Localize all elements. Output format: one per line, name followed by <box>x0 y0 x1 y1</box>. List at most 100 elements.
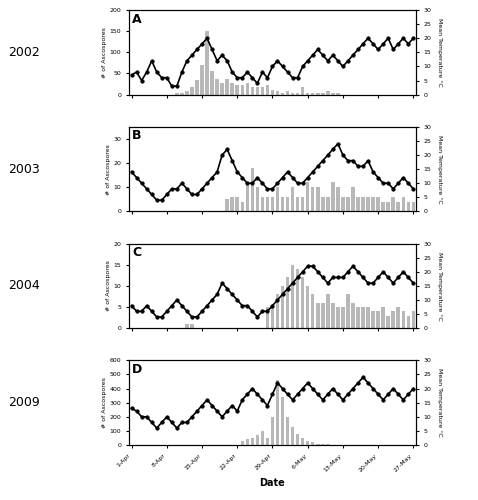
Bar <box>346 197 350 212</box>
Bar <box>271 417 274 445</box>
Bar <box>326 197 329 212</box>
Bar <box>376 197 380 212</box>
Bar <box>226 200 229 211</box>
Bar <box>321 303 325 328</box>
Bar <box>402 312 405 328</box>
Bar <box>250 438 254 445</box>
Bar <box>185 91 189 94</box>
Bar <box>301 278 304 328</box>
Bar <box>266 307 269 328</box>
Text: A: A <box>132 12 141 26</box>
Bar <box>286 91 289 94</box>
Y-axis label: # of Ascospores: # of Ascospores <box>106 144 111 194</box>
Bar <box>256 435 259 445</box>
Bar <box>351 303 355 328</box>
Bar <box>396 307 400 328</box>
Bar <box>391 197 395 212</box>
Bar <box>266 86 269 94</box>
Bar <box>291 426 294 445</box>
Bar <box>240 86 244 94</box>
Bar <box>301 87 304 94</box>
Bar <box>371 312 375 328</box>
Text: D: D <box>132 363 142 376</box>
Bar <box>371 197 375 212</box>
Bar <box>271 90 274 94</box>
Bar <box>276 187 279 212</box>
Bar <box>261 87 264 94</box>
Bar <box>195 80 199 94</box>
Bar <box>291 93 294 94</box>
Bar <box>376 312 380 328</box>
Bar <box>236 86 239 94</box>
Bar <box>331 93 335 94</box>
Y-axis label: # of Ascospores: # of Ascospores <box>102 27 107 78</box>
Bar <box>326 294 329 328</box>
Bar <box>336 187 340 212</box>
Bar <box>321 444 325 445</box>
Bar <box>230 83 234 94</box>
Y-axis label: # of Ascospores: # of Ascospores <box>102 377 107 428</box>
Bar <box>266 197 269 212</box>
Bar <box>306 182 309 212</box>
Bar <box>311 187 315 212</box>
Bar <box>216 78 219 94</box>
Bar <box>205 31 209 94</box>
Bar <box>402 197 405 212</box>
Bar <box>311 294 315 328</box>
Bar <box>281 93 284 94</box>
Bar <box>226 78 229 94</box>
Bar <box>321 93 325 94</box>
Bar <box>321 197 325 212</box>
Bar <box>236 197 239 212</box>
Bar <box>306 93 309 94</box>
Bar <box>396 202 400 211</box>
Bar <box>250 168 254 212</box>
Bar <box>351 187 355 212</box>
Bar <box>386 202 390 211</box>
Bar <box>356 197 360 212</box>
Text: C: C <box>132 246 141 259</box>
Bar <box>331 303 335 328</box>
Bar <box>246 83 249 94</box>
Bar <box>200 65 204 94</box>
Bar <box>190 87 194 94</box>
Bar <box>407 202 410 211</box>
Bar <box>190 324 194 328</box>
Text: B: B <box>132 130 141 142</box>
Bar <box>210 72 214 94</box>
Bar <box>175 93 179 94</box>
Bar <box>316 444 319 445</box>
Y-axis label: Mean Temperature °C: Mean Temperature °C <box>437 134 443 203</box>
Bar <box>256 187 259 212</box>
Text: 2002: 2002 <box>8 46 40 59</box>
Bar <box>311 93 315 94</box>
Bar <box>276 91 279 94</box>
Bar <box>336 307 340 328</box>
Bar <box>316 303 319 328</box>
Bar <box>266 438 269 445</box>
Bar <box>346 294 350 328</box>
Bar <box>412 312 415 328</box>
Text: 2003: 2003 <box>8 162 40 175</box>
Bar <box>240 202 244 211</box>
Bar <box>326 444 329 445</box>
Bar <box>291 264 294 328</box>
Bar <box>281 397 284 445</box>
Bar <box>291 187 294 212</box>
Bar <box>296 269 299 328</box>
Bar <box>366 307 370 328</box>
Bar <box>256 87 259 94</box>
Bar <box>407 316 410 328</box>
X-axis label: Date: Date <box>260 478 285 488</box>
Bar <box>361 307 365 328</box>
Y-axis label: # of Ascospores: # of Ascospores <box>106 260 111 312</box>
Bar <box>185 324 189 328</box>
Bar <box>220 83 224 94</box>
Bar <box>246 182 249 212</box>
Bar <box>281 197 284 212</box>
Bar <box>261 197 264 212</box>
Bar <box>412 202 415 211</box>
Text: 2004: 2004 <box>8 280 40 292</box>
Bar <box>230 197 234 212</box>
Bar <box>336 93 340 94</box>
